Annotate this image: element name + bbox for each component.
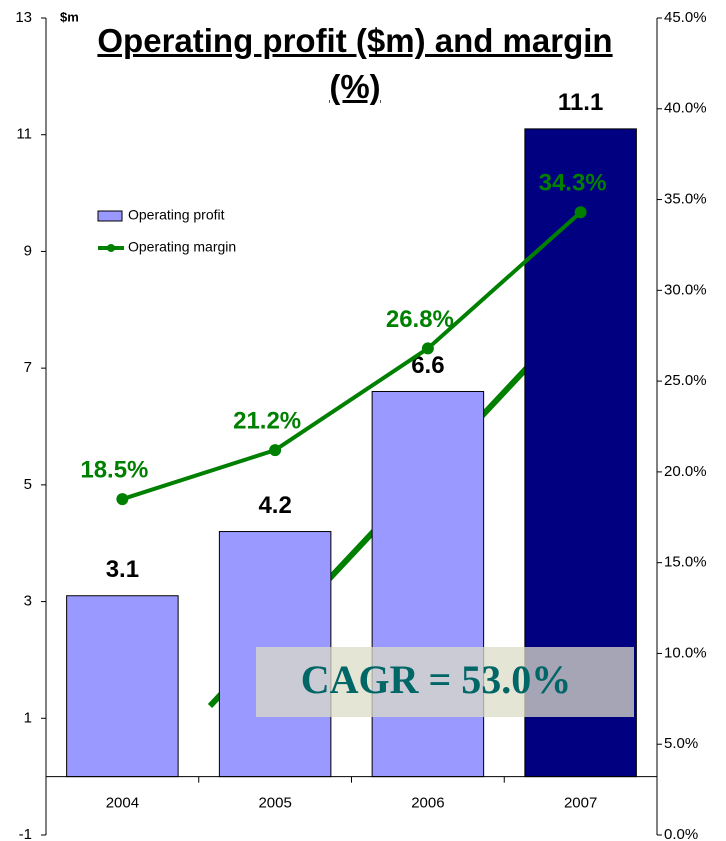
line-point bbox=[269, 444, 282, 457]
line-value-label: 26.8% bbox=[386, 306, 454, 333]
legend-swatch bbox=[107, 244, 115, 252]
y-axis-label: $m bbox=[60, 9, 79, 24]
y2-tick-label: 0.0% bbox=[664, 826, 698, 841]
y2-tick-label: 15.0% bbox=[664, 554, 707, 571]
line-point bbox=[116, 493, 129, 506]
annotation: CAGR = 53.0% bbox=[301, 657, 572, 702]
y-tick-label: 11 bbox=[16, 126, 32, 143]
y2-tick-label: 30.0% bbox=[664, 281, 707, 298]
chart-title: Operating profit ($m) and margin (%) bbox=[97, 22, 613, 105]
bar bbox=[371, 390, 485, 778]
y2-tick-label: 40.0% bbox=[664, 100, 707, 117]
line-value-label: 21.2% bbox=[233, 407, 301, 434]
y2-tick-label: 35.0% bbox=[664, 191, 707, 208]
line-value-label: 34.3% bbox=[539, 170, 607, 197]
bar-value-label: 4.2 bbox=[258, 492, 291, 519]
x-tick-label: 2007 bbox=[564, 795, 597, 812]
bar-value-label: 3.1 bbox=[106, 556, 139, 583]
legend-label: Operating margin bbox=[128, 239, 236, 255]
y-tick-label: 7 bbox=[24, 359, 32, 376]
y-tick-label: 5 bbox=[24, 476, 32, 493]
y-tick-label: 3 bbox=[24, 593, 32, 610]
bar bbox=[66, 595, 179, 778]
line bbox=[121, 210, 582, 502]
y2-tick-label: 5.0% bbox=[664, 735, 698, 752]
bar-value-label: 11.1 bbox=[558, 89, 603, 116]
legend-swatch bbox=[97, 210, 123, 222]
line-point bbox=[421, 342, 434, 355]
x-tick-label: 2005 bbox=[258, 795, 291, 812]
y2-tick-label: 10.0% bbox=[664, 644, 707, 661]
y2-tick-label: 25.0% bbox=[664, 372, 707, 389]
line-value-label: 18.5% bbox=[80, 456, 148, 483]
y-tick-label: 9 bbox=[24, 242, 32, 259]
x-tick-label: 2006 bbox=[411, 795, 444, 812]
y2-tick-label: 20.0% bbox=[664, 463, 707, 480]
annotation-box bbox=[256, 647, 634, 717]
x-tick-label: 2004 bbox=[106, 795, 139, 812]
line-point bbox=[574, 206, 587, 219]
y2-tick-label: 45.0% bbox=[664, 9, 707, 26]
y-tick-label: 1 bbox=[24, 709, 32, 726]
legend-label: Operating profit bbox=[128, 207, 225, 223]
y-tick-label: -1 bbox=[19, 826, 32, 841]
y-tick-label: 13 bbox=[15, 9, 32, 26]
